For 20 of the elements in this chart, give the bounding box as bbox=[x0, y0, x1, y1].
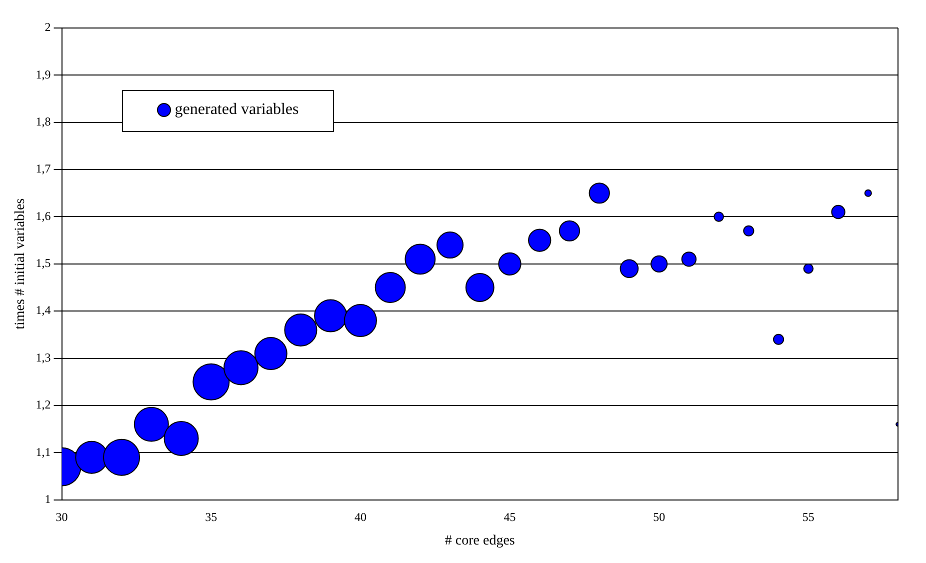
x-tick-label: 50 bbox=[653, 510, 666, 524]
y-tick-label: 1,5 bbox=[36, 256, 51, 270]
y-tick-label: 1,1 bbox=[36, 444, 51, 459]
x-tick-label: 40 bbox=[354, 510, 366, 524]
y-tick-label: 1,3 bbox=[36, 350, 51, 364]
x-tick-label: 30 bbox=[56, 510, 68, 524]
y-tick-label: 1,4 bbox=[36, 303, 51, 318]
y-tick-label: 2 bbox=[44, 20, 51, 34]
y-tick-label: 1,6 bbox=[36, 208, 51, 223]
y-tick-label: 1 bbox=[44, 492, 51, 506]
y-axis-title: times # initial variables bbox=[13, 198, 28, 330]
x-tick-label: 35 bbox=[205, 510, 218, 524]
y-tick-label: 1,8 bbox=[36, 114, 51, 129]
x-tick-label: 45 bbox=[504, 510, 516, 524]
x-axis-title: # core edges bbox=[444, 533, 515, 548]
y-tick-label: 1,2 bbox=[36, 398, 51, 412]
x-tick-label: 55 bbox=[802, 510, 814, 524]
y-tick-label: 1,9 bbox=[36, 67, 51, 82]
legend-label: generated variables bbox=[174, 101, 299, 119]
y-tick-label: 1,7 bbox=[36, 162, 51, 176]
